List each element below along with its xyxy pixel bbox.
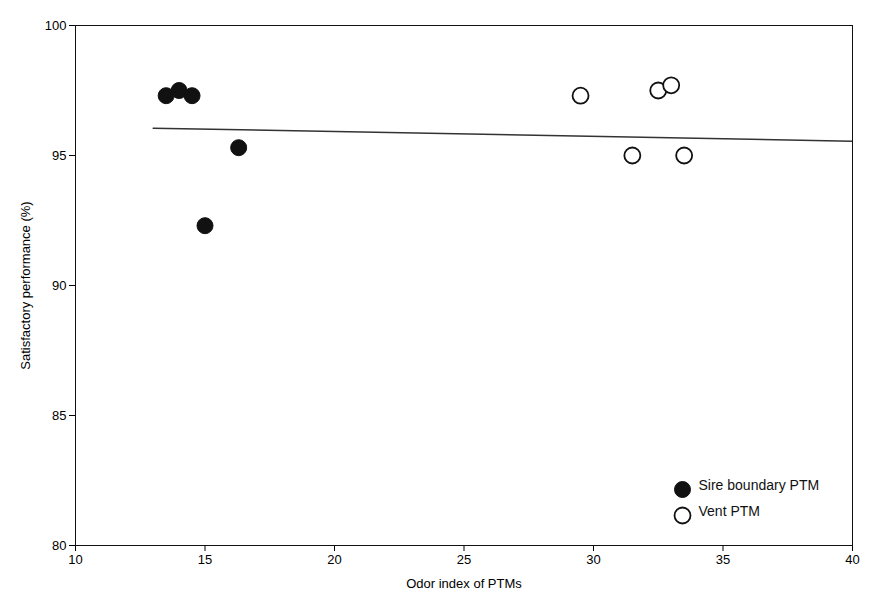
- svg-text:15: 15: [198, 552, 212, 567]
- svg-text:10: 10: [68, 552, 82, 567]
- svg-text:90: 90: [52, 278, 66, 293]
- svg-text:95: 95: [52, 148, 66, 163]
- svg-text:35: 35: [716, 552, 730, 567]
- svg-text:Vent PTM: Vent PTM: [699, 503, 760, 519]
- svg-text:80: 80: [52, 538, 66, 553]
- svg-text:25: 25: [457, 552, 471, 567]
- svg-text:85: 85: [52, 408, 66, 423]
- svg-text:Satisfactory performance (%): Satisfactory performance (%): [18, 201, 33, 369]
- svg-text:40: 40: [845, 552, 859, 567]
- svg-text:Odor index of PTMs: Odor index of PTMs: [406, 576, 522, 591]
- svg-text:100: 100: [45, 18, 67, 33]
- svg-text:30: 30: [586, 552, 600, 567]
- svg-text:20: 20: [327, 552, 341, 567]
- svg-text:Sire boundary PTM: Sire boundary PTM: [699, 477, 820, 493]
